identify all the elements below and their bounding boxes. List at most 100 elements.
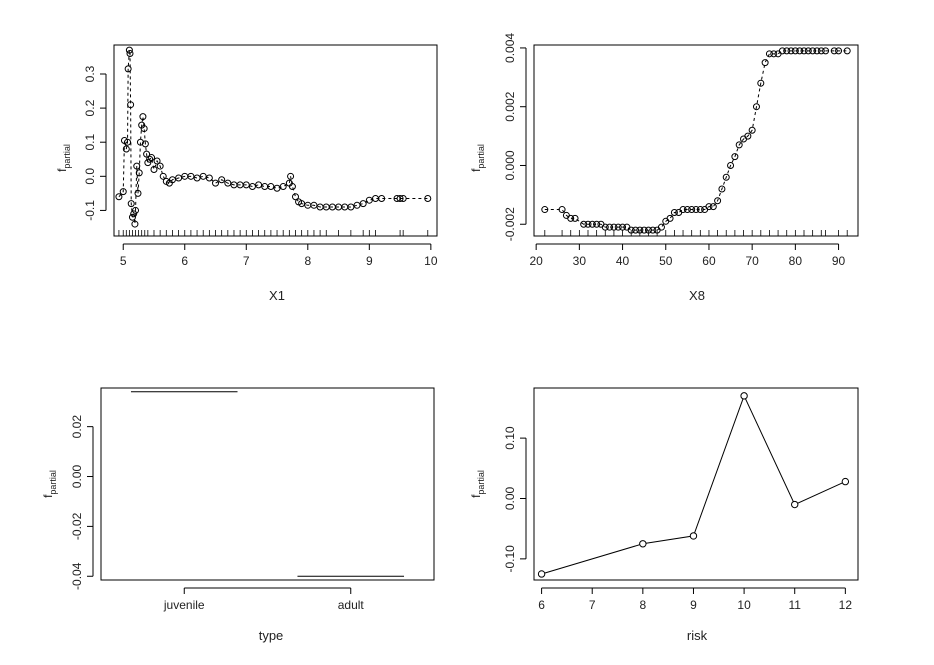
panel-risk-x-tick-label: 6 (538, 598, 545, 612)
panel-x1-data-point (255, 181, 263, 189)
panel-x8-x-tick-label: 40 (616, 254, 630, 268)
panel-x1-data-point (140, 125, 148, 133)
panel-x8-data-point (688, 206, 696, 214)
panel-x1-data-point (126, 50, 134, 58)
panel-x1-data-point (128, 213, 136, 221)
panel-x1-data-point (115, 193, 123, 201)
panel-x1-data-point (399, 194, 407, 202)
panel-x1-data-point (150, 165, 158, 173)
panel-x1-y-tick-label: 0.2 (83, 99, 97, 116)
panel-x1-data-point (133, 162, 141, 170)
panel-x8-data-point (757, 79, 765, 87)
panel-x8-data-point (718, 185, 726, 193)
panel-risk-data-point (791, 500, 799, 509)
panel-x8-data-point (632, 226, 640, 234)
panel-x8-trend-line (544, 50, 848, 231)
panel-risk-y-tick-label: 0.00 (503, 486, 517, 510)
panel-x1-data-point (424, 194, 432, 202)
panel-x1-y-tick-label: 0.1 (83, 134, 97, 151)
panel-x1-data-point (135, 169, 143, 177)
panel-x8-data-point (722, 173, 730, 181)
panel-x1-data-point (136, 138, 144, 146)
panel-risk-x-tick-label: 9 (690, 598, 697, 612)
panel-x1-data-point (148, 154, 156, 162)
panel-x1-data-point (175, 174, 183, 182)
panel-x1-data-point (310, 201, 318, 209)
panel-risk-x-tick-label: 8 (640, 598, 647, 612)
panel-x8-data-point (696, 206, 704, 214)
panel-x8-data-point (666, 214, 674, 222)
panel-x8-data-point (614, 223, 622, 231)
panel-x1-data-point (125, 46, 133, 54)
panel-x8-data-point (675, 208, 683, 216)
panel-x1-y-tick-label: 0.3 (83, 65, 97, 82)
panel-x1-data-point (127, 200, 135, 208)
panel-x8-data-point (567, 214, 575, 222)
panel-x8-data-point (843, 47, 851, 55)
panel-risk-x-tick-label: 7 (589, 598, 596, 612)
panel-type-x-tick-label: juvenile (163, 598, 205, 612)
panel-x8-xlabel: X8 (689, 288, 705, 303)
panel-x8-y-tick-label: 0.004 (503, 33, 517, 63)
panel-x8-data-point (606, 223, 614, 231)
panel-x1-data-point (279, 183, 287, 191)
panel-x8-data-point (657, 223, 665, 231)
panel-risk-x-tick-label: 11 (788, 598, 801, 612)
panel-x8-data-point (752, 103, 760, 111)
panel-x1-data-point (143, 150, 151, 158)
panel-x8-data-point (714, 197, 722, 205)
panel-x8-data-point (580, 220, 588, 228)
panel-x8-data-point (830, 47, 838, 55)
panel-risk-ylabel: fpartial (469, 470, 486, 498)
panel-x8-data-point (809, 47, 817, 55)
panel-x8-data-point (791, 47, 799, 55)
panel-x1-data-point (168, 176, 176, 184)
panel-x1-data-point (156, 162, 164, 170)
panel-x1-data-point (205, 174, 213, 182)
panel-x8-data-point (640, 226, 648, 234)
panel-x1-data-point (378, 194, 386, 202)
panel-x1-data-point (141, 140, 149, 148)
panel-x8-plot-frame (533, 44, 859, 237)
panel-x8-x-tick-label: 20 (529, 254, 543, 268)
panel-type-x-tick-label: adult (338, 598, 365, 612)
panel-x1-data-point (291, 193, 299, 201)
panel-x8-data-point (817, 47, 825, 55)
panel-x1-data-point (212, 179, 220, 187)
panel-x8-data-point (731, 153, 739, 161)
panel-x8-data-point (705, 203, 713, 211)
panel-x1-data-point (130, 210, 138, 218)
panel-risk-data-point (537, 570, 546, 578)
panel-type-y-tick-label: 0.02 (70, 415, 84, 439)
panel-x1-trend-line (118, 50, 428, 225)
panel-x1-data-point (242, 181, 250, 189)
panel-x8-data-point (584, 220, 592, 228)
panel-x1-x-tick-label: 5 (120, 254, 127, 268)
panel-x1-data-point (122, 145, 130, 153)
panel-x1-x-tick-label: 6 (181, 254, 188, 268)
panel-x1-data-point (146, 155, 154, 163)
panel-type-y-tick-label: -0.04 (70, 562, 84, 590)
panel-x8-data-point (787, 47, 795, 55)
panel-risk: risk fpartial -0.10 0.00 0.10 6 7 8 9 10 11 12 (469, 387, 859, 643)
panel-x1-data-point (347, 203, 355, 211)
panel-x1-data-point (127, 101, 135, 109)
panel-x8-data-point (727, 161, 735, 169)
panel-x1-y-tick-label: -0.1 (83, 200, 97, 221)
panel-x8-data-point (804, 47, 812, 55)
panel-x8-data-point (649, 226, 657, 234)
panel-risk-y-tick-label: 0.10 (503, 426, 517, 450)
panel-x8-x-tick-label: 30 (573, 254, 587, 268)
panel-x8-data-point (783, 47, 791, 55)
panel-x1-data-point (124, 138, 132, 146)
panel-type-ylabel: fpartial (41, 470, 58, 498)
panel-x1-data-point (287, 172, 295, 180)
panel-x8-data-point (593, 220, 601, 228)
panel-risk-data-point (689, 532, 698, 540)
panel-x1-x-tick-label: 7 (243, 254, 250, 268)
panel-x1-data-point (199, 172, 207, 180)
panel-x1-data-point (153, 157, 161, 165)
panel-risk-y-tick-label: -0.10 (503, 545, 517, 573)
panel-risk-data-point (841, 477, 850, 486)
